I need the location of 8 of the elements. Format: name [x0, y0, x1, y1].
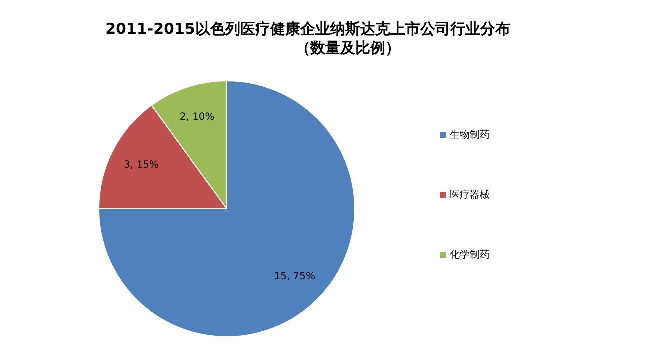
- data-label: 2, 10%: [180, 112, 215, 124]
- legend-label: 化学制药: [450, 248, 490, 262]
- legend-label: 生物制药: [450, 128, 490, 142]
- chart-subtitle: （数量及比例）: [294, 39, 402, 58]
- data-label: 15, 75%: [274, 271, 316, 282]
- chart-title: 2011-2015以色列医疗健康企业纳斯达克上市公司行业分布: [104, 20, 512, 39]
- legend-label: 医疗器械: [450, 188, 490, 202]
- data-label: 3, 15%: [124, 160, 159, 171]
